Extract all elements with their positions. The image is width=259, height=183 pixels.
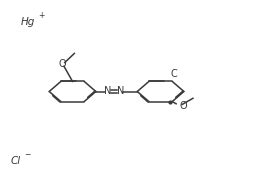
Text: N: N: [104, 87, 111, 96]
Text: Hg: Hg: [21, 17, 35, 27]
Text: N: N: [117, 87, 124, 96]
Text: C: C: [170, 69, 177, 79]
Text: O: O: [179, 101, 187, 111]
Text: +: +: [38, 11, 45, 20]
Text: O: O: [59, 59, 67, 69]
Text: Cl: Cl: [10, 156, 20, 166]
Text: −: −: [25, 150, 31, 159]
